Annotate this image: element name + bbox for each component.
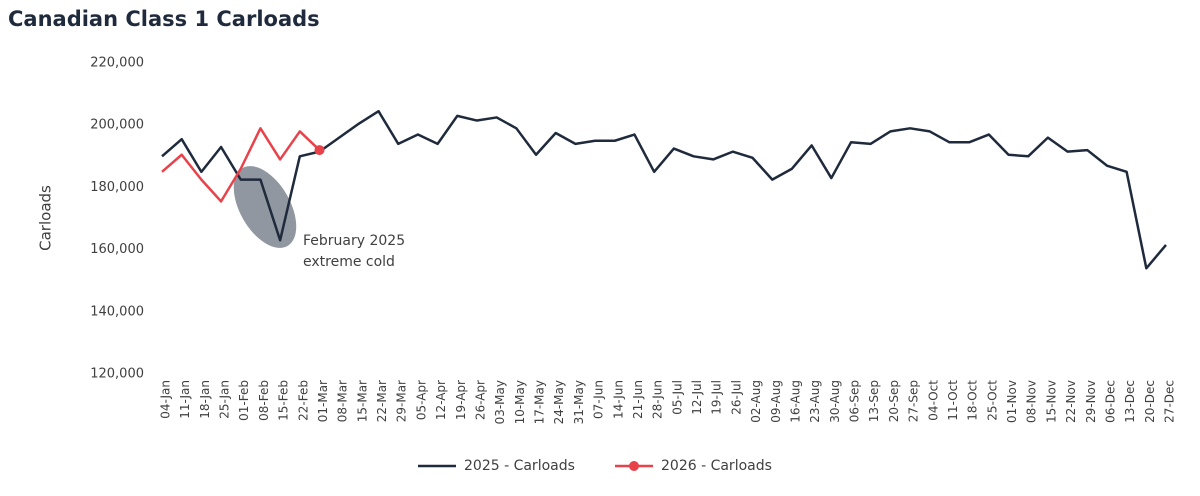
x-tick-label: 31-May [572, 380, 586, 424]
legend-marker [629, 461, 639, 471]
x-tick-label: 15-Feb [277, 380, 291, 421]
x-tick-label: 13-Sep [867, 380, 881, 422]
x-tick-label: 17-May [533, 380, 547, 424]
y-tick-label: 220,000 [90, 56, 144, 71]
x-tick-label: 22-Feb [296, 380, 310, 421]
x-tick-label: 21-Jun [631, 380, 645, 419]
x-tick-label: 06-Sep [848, 380, 862, 422]
legend-label: 2025 - Carloads [464, 458, 575, 474]
x-tick-label: 30-Aug [828, 380, 842, 423]
x-tick-label: 19-Jul [710, 380, 724, 415]
y-tick-label: 140,000 [90, 304, 144, 319]
line-series [161, 109, 1167, 270]
x-tick-label: 26-Apr [473, 380, 487, 420]
x-tick-label: 18-Oct [966, 380, 980, 421]
y-axis-label: Carloads [37, 185, 55, 251]
x-tick-label: 05-Jul [670, 380, 684, 415]
x-tick-label: 01-Feb [237, 380, 251, 421]
x-tick-label: 19-Apr [454, 380, 468, 420]
annotation: February 2025 [303, 233, 405, 249]
x-tick-label: 10-May [513, 380, 527, 424]
x-tick-label: 01-Nov [1005, 380, 1019, 423]
x-tick-label: 07-Jun [592, 380, 606, 419]
x-tick-label: 03-May [493, 380, 507, 424]
x-tick-label: 22-Nov [1064, 380, 1078, 423]
x-tick-label: 27-Dec [1163, 380, 1177, 423]
y-tick-label: 180,000 [90, 180, 144, 195]
annotation-ellipse [233, 166, 297, 248]
line-series [161, 127, 321, 203]
x-tick-label: 14-Jun [611, 380, 625, 419]
x-tick-label: 22-Mar [375, 380, 389, 422]
x-tick-label: 04-Jan [159, 380, 173, 419]
x-tick-label: 13-Dec [1123, 380, 1137, 423]
x-tick-label: 11-Oct [946, 380, 960, 421]
chart-title: Canadian Class 1 Carloads [8, 7, 320, 31]
x-tick-label: 20-Sep [887, 380, 901, 422]
x-tick-label: 05-Apr [414, 380, 428, 420]
y-tick-label: 120,000 [90, 367, 144, 382]
legend-label: 2026 - Carloads [661, 458, 772, 474]
x-tick-label: 12-Apr [434, 380, 448, 420]
x-tick-label: 25-Oct [985, 380, 999, 421]
x-tick-label: 12-Jul [690, 380, 704, 415]
x-tick-label: 15-Nov [1044, 380, 1058, 423]
x-tick-label: 01-Mar [316, 380, 330, 422]
x-tick-label: 20-Dec [1143, 380, 1157, 423]
x-tick-label: 09-Aug [769, 380, 783, 423]
x-tick-label: 24-May [552, 380, 566, 424]
y-tick-label: 200,000 [90, 118, 144, 133]
x-tick-label: 23-Aug [808, 380, 822, 423]
annotation: extreme cold [303, 254, 395, 270]
x-tick-label: 15-Mar [355, 380, 369, 422]
x-tick-label: 06-Dec [1103, 380, 1117, 423]
x-tick-label: 29-Nov [1084, 380, 1098, 423]
x-tick-label: 04-Oct [926, 380, 940, 421]
x-tick-label: 16-Aug [788, 380, 802, 423]
x-tick-label: 11-Jan [178, 380, 192, 419]
x-tick-label: 26-Jul [729, 380, 743, 415]
y-tick-label: 160,000 [90, 242, 144, 257]
x-tick-label: 08-Nov [1025, 380, 1039, 423]
x-tick-label: 18-Jan [198, 380, 212, 419]
x-tick-label: 25-Jan [218, 380, 232, 419]
x-tick-label: 08-Mar [336, 380, 350, 422]
x-tick-label: 28-Jun [651, 380, 665, 419]
x-tick-label: 08-Feb [257, 380, 271, 421]
x-tick-label: 27-Sep [907, 380, 921, 422]
point-marker [314, 145, 325, 156]
x-tick-label: 29-Mar [395, 380, 409, 422]
x-tick-label: 02-Aug [749, 380, 763, 423]
